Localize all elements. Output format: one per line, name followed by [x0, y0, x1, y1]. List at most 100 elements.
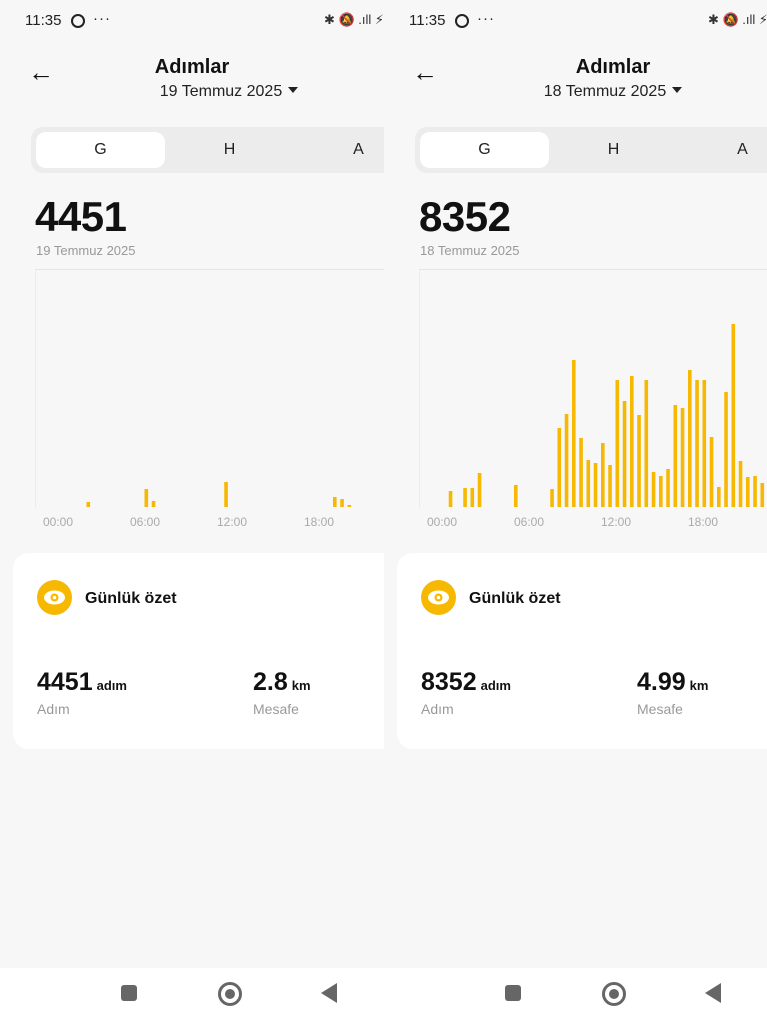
step-bar	[557, 428, 562, 507]
step-bar	[702, 380, 707, 507]
step-bar	[144, 489, 149, 507]
total-steps: 4451	[35, 193, 127, 240]
tab-week[interactable]: H	[223, 141, 236, 158]
step-bar	[347, 505, 352, 507]
step-bar	[717, 487, 721, 507]
panel-day-18: 11:35 ··· ✱ 🔕 .ıll ⚡ ← Adımlar 18 Temmuz…	[384, 0, 767, 968]
home-circle-icon[interactable]	[218, 982, 242, 1006]
step-bar	[724, 392, 728, 507]
page-title: Adımlar	[575, 56, 651, 78]
steps-value: 8352	[421, 668, 477, 696]
tab-month[interactable]: A	[353, 141, 364, 158]
status-dots: ···	[477, 10, 495, 27]
tab-day[interactable]: G	[36, 132, 165, 168]
date-label: 18 Temmuz 2025	[543, 83, 667, 100]
step-bar	[224, 482, 228, 507]
x-tick-label: 12:00	[217, 515, 247, 529]
back-triangle-icon[interactable]	[705, 983, 721, 1003]
x-tick-label: 06:00	[130, 515, 160, 529]
step-bar	[695, 380, 699, 507]
step-bar	[753, 476, 757, 507]
step-bar	[463, 488, 467, 507]
step-bar	[615, 380, 620, 507]
status-time: 11:35	[409, 12, 446, 29]
step-bar	[738, 461, 743, 507]
recents-square-icon[interactable]	[121, 985, 137, 1001]
tab-week[interactable]: H	[607, 141, 620, 158]
daily-summary-card[interactable]: Günlük özet 8352 adım Adım 4.99 km Mesafe	[397, 553, 767, 749]
step-bar	[760, 483, 765, 507]
chart-left-line	[35, 270, 36, 508]
date-picker[interactable]: 19 Temmuz 2025	[0, 83, 384, 101]
x-tick-label: 18:00	[688, 515, 718, 529]
date-picker[interactable]: 18 Temmuz 2025	[384, 83, 767, 101]
status-bar: 11:35 ··· ✱ 🔕 .ıll ⚡	[409, 10, 767, 32]
step-bar	[688, 370, 692, 507]
step-bar	[448, 491, 453, 507]
back-arrow-icon[interactable]: ←	[412, 57, 438, 87]
eye-icon	[421, 580, 456, 615]
x-tick-label: 12:00	[601, 515, 631, 529]
system-icons: ✱ 🔕 .ıll ⚡	[707, 12, 767, 27]
step-bar	[601, 443, 605, 507]
step-bar	[470, 488, 475, 507]
caret-down-icon	[672, 86, 683, 93]
back-triangle-icon[interactable]	[321, 983, 337, 1003]
step-bar	[86, 502, 91, 507]
recents-square-icon[interactable]	[505, 985, 521, 1001]
steps-unit: adım	[480, 678, 511, 693]
step-bar	[666, 469, 670, 507]
back-arrow-icon[interactable]: ←	[28, 57, 54, 87]
eye-icon	[37, 580, 72, 615]
period-segment: G H A	[31, 127, 384, 173]
x-tick-label: 18:00	[304, 515, 334, 529]
chart-left-line	[419, 270, 420, 508]
steps-stat: 4451 adım Adım	[37, 668, 127, 717]
steps-stat: 8352 adım Adım	[421, 668, 511, 717]
distance-value: 4.99	[637, 668, 686, 696]
tab-day[interactable]: G	[420, 132, 549, 168]
step-bar	[746, 477, 750, 507]
step-bar	[586, 460, 591, 507]
step-bar	[673, 405, 678, 507]
caret-down-icon	[288, 86, 299, 93]
notification-ring-icon	[455, 14, 469, 28]
step-bar	[637, 415, 641, 507]
step-bar	[709, 437, 714, 507]
steps-value: 4451	[37, 668, 93, 696]
step-bar	[593, 463, 598, 507]
steps-label: Adım	[421, 701, 454, 717]
chart-top-line	[35, 269, 384, 270]
step-bar	[151, 501, 156, 507]
status-dots: ···	[93, 10, 111, 27]
step-bar	[659, 476, 663, 507]
step-bar	[477, 473, 482, 507]
step-bar	[608, 465, 612, 507]
page-title: Adımlar	[154, 56, 230, 78]
distance-label: Mesafe	[637, 701, 683, 717]
step-bar	[622, 401, 627, 507]
status-bar: 11:35 ··· ✱ 🔕 .ıll ⚡	[25, 10, 384, 32]
steps-label: Adım	[37, 701, 70, 717]
x-tick-label: 06:00	[514, 515, 544, 529]
home-circle-icon[interactable]	[602, 982, 626, 1006]
card-title: Günlük özet	[85, 590, 177, 607]
step-bar	[680, 408, 685, 507]
selected-date: 19 Temmuz 2025	[36, 243, 136, 258]
step-bar	[630, 376, 634, 507]
period-segment: G H A	[415, 127, 767, 173]
distance-label: Mesafe	[253, 701, 299, 717]
step-bar	[572, 360, 576, 507]
distance-stat: 4.99 km Mesafe	[637, 668, 708, 717]
tab-month[interactable]: A	[737, 141, 748, 158]
step-bar	[550, 489, 554, 507]
x-tick-label: 00:00	[427, 515, 457, 529]
daily-summary-card[interactable]: Günlük özet 4451 adım Adım 2.8 km Mesafe	[13, 553, 384, 749]
card-title: Günlük özet	[469, 590, 561, 607]
step-bar	[651, 472, 656, 507]
distance-unit: km	[689, 678, 709, 693]
step-bar	[514, 485, 518, 507]
panel-day-19: 11:35 ··· ✱ 🔕 .ıll ⚡ ← Adımlar 19 Temmuz…	[0, 0, 384, 968]
